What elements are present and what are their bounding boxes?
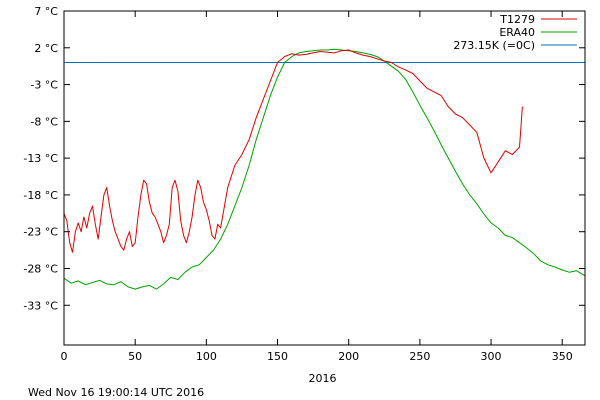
x-tick-label: 150 [267, 350, 288, 363]
axis-ticks: 7 °C 2 °C -3 °C -8 °C -13 °C -18 °C -23 °C -28 … [23, 5, 585, 363]
y-tick-label: 7 °C [34, 5, 58, 18]
series-layer [63, 48, 586, 290]
legend-label-t1279: T1279 [499, 13, 535, 26]
x-axis-title: 2016 [309, 372, 337, 385]
y-tick-label: 2 °C [34, 42, 58, 55]
series-line-t1279 [63, 49, 523, 253]
y-tick-label: -3 °C [30, 79, 58, 92]
y-tick-label: -13 °C [23, 152, 58, 165]
plot-area-border [63, 10, 586, 346]
x-tick-label: 350 [552, 350, 573, 363]
y-tick-label: -28 °C [23, 262, 58, 275]
x-tick-label: 300 [481, 350, 502, 363]
x-tick-label: 0 [61, 350, 68, 363]
y-tick-label: -33 °C [23, 299, 58, 312]
series-line-era40 [63, 48, 586, 290]
x-tick-label: 200 [338, 350, 359, 363]
y-tick-label: -18 °C [23, 189, 58, 202]
x-tick-label: 50 [128, 350, 142, 363]
legend-label-273-15k-0c: 273.15K (=0C) [453, 39, 535, 52]
timestamp-label: Wed Nov 16 19:00:14 UTC 2016 [28, 386, 204, 399]
x-tick-label: 250 [409, 350, 430, 363]
x-tick-label: 100 [196, 350, 217, 363]
y-tick-label: -8 °C [30, 115, 58, 128]
y-tick-label: -23 °C [23, 226, 58, 239]
legend-label-era40: ERA40 [499, 26, 535, 39]
